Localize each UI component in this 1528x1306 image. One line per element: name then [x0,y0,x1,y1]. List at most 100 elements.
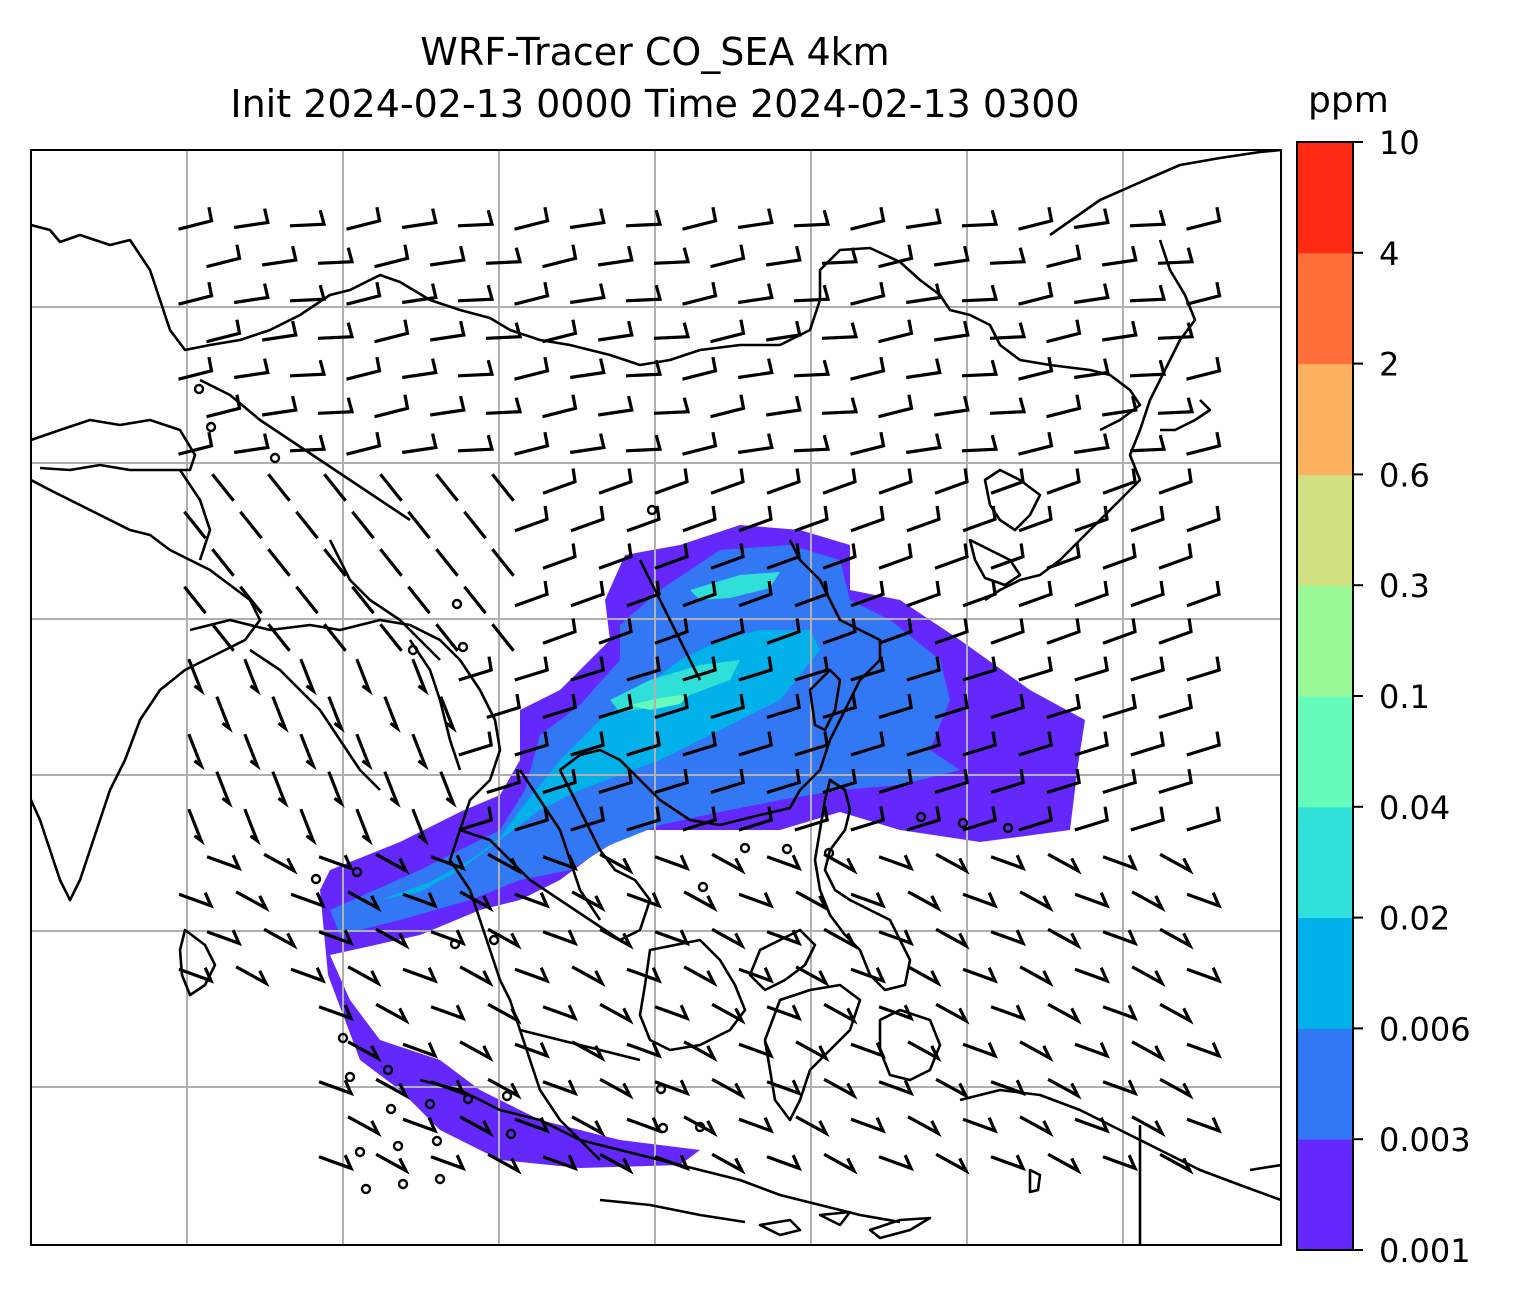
wind-barb-199 [962,580,997,608]
wind-barb-273 [962,731,998,757]
wind-barb-289 [822,768,858,795]
wind-barb-198 [906,580,941,608]
calm-marker-32 [694,1121,706,1133]
wind-barb-466 [1047,1152,1082,1175]
wind-barb-45 [625,284,663,303]
wind-barb-114 [346,431,382,456]
calm-marker-13 [957,817,969,829]
wind-barb-58 [317,322,355,340]
wind-barb-359 [599,927,634,950]
colorbar-segment-6 [1297,474,1353,586]
wind-barb-15 [1018,206,1054,231]
wind-barb-394 [599,1002,634,1025]
wind-barb-19 [206,244,242,269]
wind-barb-153 [463,510,487,540]
wind-barb-185 [183,585,207,615]
wind-barb-307 [794,806,830,832]
wind-barb-37 [178,281,214,306]
calm-marker-9 [739,842,751,854]
wind-barb-448 [962,1117,998,1134]
wind-barb-268 [682,731,718,757]
wind-barb-383 [907,965,942,988]
wind-barb-93 [206,394,242,419]
chart-title: WRF-Tracer CO_SEA 4km [420,30,890,74]
wind-barb-220 [1102,618,1137,645]
wind-barb-21 [317,247,355,265]
wind-barb-241 [215,696,233,733]
calm-marker-7 [310,873,322,885]
wind-barb-186 [239,585,263,615]
wind-barb-62 [542,319,578,344]
wind-barb-424 [487,1077,522,1100]
wind-barb-355 [375,927,410,950]
calm-marker-11 [823,847,835,859]
wind-barb-275 [1074,731,1110,757]
wind-barb-219 [1046,618,1081,645]
wind-barb-195 [738,580,773,608]
wind-barb-215 [822,618,857,645]
wind-barb-309 [906,806,942,832]
wind-barb-239 [1130,656,1166,682]
calm-marker-17 [344,1071,356,1083]
wind-barb-458 [599,1152,634,1175]
calm-marker-15 [697,881,709,893]
wind-barb-234 [850,656,886,682]
wind-barb-344 [795,890,830,913]
wind-barb-170 [379,548,403,577]
wind-barb-7 [569,208,606,230]
wind-barb-294 [1102,768,1138,795]
wind-barb-329 [990,854,1026,872]
wind-barb-3 [346,206,382,231]
wind-barb-305 [682,806,718,832]
calm-marker-34 [449,938,461,950]
wind-barb-136 [542,468,577,495]
wind-barb-445 [795,1115,830,1138]
wind-barb-128 [1129,434,1167,453]
wind-barb-312 [1074,806,1110,832]
wind-barb-108 [1046,394,1082,419]
wind-barb-403 [1102,1004,1138,1022]
wind-barb-463 [878,1154,914,1172]
calm-marker-25 [392,1140,404,1152]
wind-barb-402 [1047,1002,1082,1025]
wind-barb-5 [457,209,495,228]
wind-barb-145 [1046,468,1081,495]
wind-barb-46 [682,281,718,306]
colorbar-segment-5 [1297,585,1353,697]
wind-barb-47 [737,283,774,305]
gridlines [31,150,1281,1245]
wind-barb-296 [187,808,205,846]
wind-barb-188 [351,585,375,615]
wind-barb-286 [654,768,690,795]
calm-marker-12 [915,811,927,823]
wind-barb-194 [682,580,717,608]
wind-barb-226 [411,658,429,696]
colorbar-segment-7 [1297,363,1353,475]
wind-barb-313 [1130,806,1166,832]
wind-barb-310 [962,806,998,832]
colorbar-segment-4 [1297,696,1353,808]
wind-barb-222 [187,658,205,696]
wind-barb-397 [766,1004,802,1022]
wind-barb-125 [961,434,999,453]
wind-barb-321 [542,854,578,872]
wind-barb-341 [626,892,662,909]
calm-marker-20 [424,1098,436,1110]
wind-barb-158 [738,505,773,533]
wind-barb-127 [1073,433,1110,455]
wind-barb-99 [542,394,578,419]
wind-barb-454 [375,1152,410,1175]
wind-barb-191 [514,580,549,608]
wind-barb-160 [850,505,885,533]
wind-barb-100 [597,395,634,417]
colorbar-tick-label-0: 0.001 [1379,1232,1471,1270]
wind-barb-30 [821,247,859,265]
wind-barb-85 [793,359,831,378]
wind-barb-14 [961,209,999,228]
calm-marker-31 [657,1122,669,1134]
colorbar-segment-2 [1297,917,1353,1029]
wind-barb-453 [318,1154,354,1172]
wind-barb-336 [347,890,382,913]
wind-barb-98 [485,397,523,415]
wind-barb-20 [261,245,298,267]
